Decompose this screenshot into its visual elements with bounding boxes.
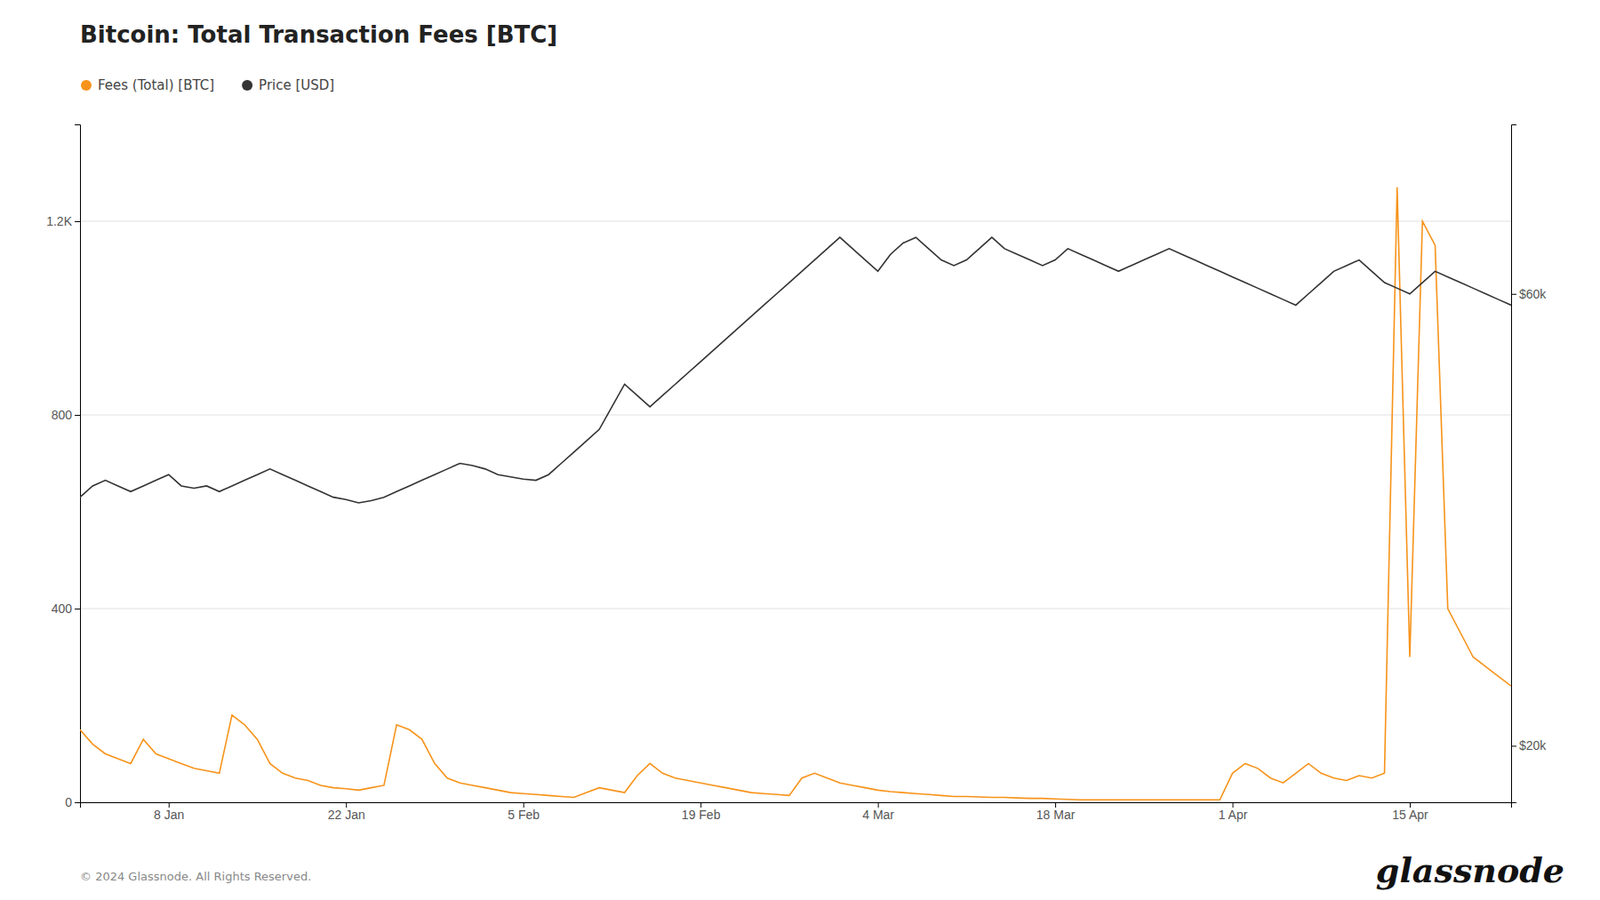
y2-tick: $20k	[1511, 738, 1547, 753]
lines	[80, 187, 1512, 800]
chart: 8 Jan 22 Jan 5 Feb 19 Feb 4 Mar 18 Mar 1 Apr 15…	[0, 0, 1600, 900]
y-tick-label: 0	[64, 795, 72, 810]
x-tick: 5 Feb	[507, 802, 540, 823]
grid	[80, 221, 1512, 803]
copyright: © 2024 Glassnode. All Rights Reserved.	[80, 870, 312, 884]
x-tick: 1 Apr	[1218, 802, 1248, 823]
legend: Fees (Total) [BTC] Price [USD]	[80, 77, 335, 94]
grid-line	[80, 415, 1512, 416]
y-axis: 0 400 800 1.2K	[46, 125, 80, 810]
y-tick: 0	[64, 795, 80, 810]
x-tick: 4 Mar	[862, 802, 895, 823]
x-tick-label: 22 Jan	[328, 808, 366, 823]
series-line	[80, 237, 1512, 504]
y-tick-mark	[74, 221, 80, 223]
x-tick-label: 15 Apr	[1392, 808, 1429, 823]
x-tick-label: 18 Mar	[1036, 808, 1076, 823]
x-tick-label: 1 Apr	[1218, 808, 1248, 823]
x-tick: 15 Apr	[1392, 802, 1429, 823]
x-axis-line	[80, 803, 1512, 809]
y2-tick-label: $20k	[1519, 738, 1547, 753]
legend-item: Price [USD]	[241, 77, 335, 94]
x-tick: 22 Jan	[328, 802, 366, 823]
y-tick-label: 800	[51, 408, 73, 423]
x-tick-label: 4 Mar	[862, 808, 895, 823]
x-tick-label: 8 Jan	[153, 808, 184, 823]
y-tick: 1.2K	[46, 214, 80, 229]
y-tick: 800	[51, 408, 80, 423]
legend-swatch	[80, 80, 92, 91]
y2-tick-mark	[1511, 294, 1517, 296]
title: Bitcoin: Total Transaction Fees [BTC]	[80, 21, 558, 48]
y2-tick-label: $60k	[1519, 287, 1547, 302]
y2-axis-line	[1512, 125, 1518, 804]
y-tick-mark	[74, 608, 80, 610]
legend-item: Fees (Total) [BTC]	[80, 77, 215, 94]
watermark: glassnode	[1376, 850, 1565, 891]
legend-swatch	[241, 80, 253, 91]
y-tick-mark	[74, 802, 80, 804]
legend-label: Price [USD]	[258, 77, 335, 94]
legend-label: Fees (Total) [BTC]	[97, 77, 215, 94]
x-tick-label: 19 Feb	[681, 808, 721, 823]
y-tick-mark	[74, 415, 80, 416]
x-tick: 8 Jan	[153, 802, 184, 823]
y-tick-label: 400	[51, 601, 73, 616]
x-tick: 18 Mar	[1036, 802, 1076, 823]
plot: 8 Jan 22 Jan 5 Feb 19 Feb 4 Mar 18 Mar 1 Apr 15…	[46, 125, 1547, 823]
y2-tick-mark	[1511, 745, 1517, 747]
grid-line	[80, 608, 1512, 610]
grid-line	[80, 221, 1512, 223]
y2-axis: $20k $60k	[1511, 125, 1547, 804]
x-tick: 19 Feb	[681, 802, 721, 823]
y-tick-label: 1.2K	[46, 214, 72, 229]
x-tick-label: 5 Feb	[507, 808, 540, 823]
y2-tick: $60k	[1511, 287, 1547, 302]
y-tick: 400	[51, 601, 80, 616]
y-axis-line	[74, 125, 81, 804]
series-line	[80, 187, 1512, 800]
x-axis: 8 Jan 22 Jan 5 Feb 19 Feb 4 Mar 18 Mar 1 Apr 15…	[80, 802, 1512, 823]
